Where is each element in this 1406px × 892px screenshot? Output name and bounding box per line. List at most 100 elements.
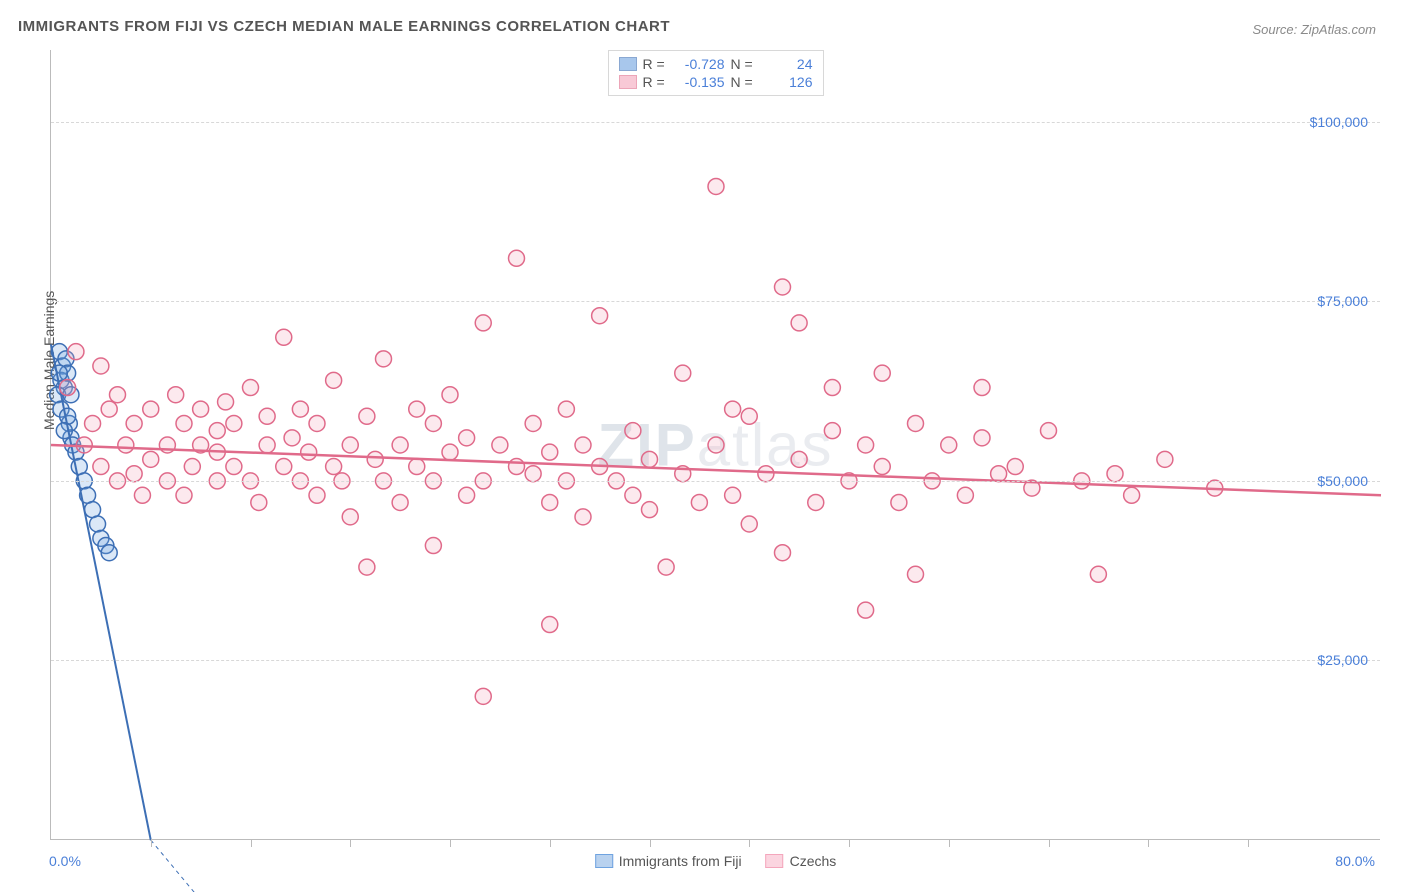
data-point [118,437,134,453]
n-value-fiji: 24 [761,56,813,72]
data-point [259,408,275,424]
data-point [176,487,192,503]
trend-line-extrapolated [151,840,201,892]
data-point [85,415,101,431]
data-point [741,516,757,532]
data-point [542,444,558,460]
data-point [68,344,84,360]
data-point [642,502,658,518]
data-point [542,494,558,510]
data-point [475,315,491,331]
data-point [708,437,724,453]
series-legend: Immigrants from Fiji Czechs [595,853,837,869]
data-point [758,466,774,482]
data-point [376,351,392,367]
data-point [359,559,375,575]
data-point [509,459,525,475]
data-point [675,365,691,381]
data-point [1041,423,1057,439]
gridline [51,122,1380,123]
y-tick-label: $50,000 [1317,473,1368,489]
data-point [425,538,441,554]
data-point [284,430,300,446]
data-point [51,365,67,381]
data-point [143,401,159,417]
data-point [209,423,225,439]
data-point [874,365,890,381]
legend-item-fiji: Immigrants from Fiji [595,853,742,869]
data-point [858,437,874,453]
data-point [276,459,292,475]
data-point [392,494,408,510]
data-point [1124,487,1140,503]
data-point [658,559,674,575]
data-point [542,617,558,633]
data-point [1157,451,1173,467]
data-point [359,408,375,424]
r-value-fiji: -0.728 [673,56,725,72]
data-point [575,437,591,453]
data-point [425,415,441,431]
data-point [791,315,807,331]
x-tick [251,839,252,847]
data-point [891,494,907,510]
data-point [725,487,741,503]
data-point [218,394,234,410]
x-tick [949,839,950,847]
data-point [874,459,890,475]
data-point [1107,466,1123,482]
data-point [974,380,990,396]
y-tick-label: $75,000 [1317,293,1368,309]
data-point [392,437,408,453]
x-min-label: 0.0% [49,853,81,869]
data-point [184,459,200,475]
data-point [708,178,724,194]
data-point [292,401,308,417]
data-point [342,437,358,453]
data-point [625,487,641,503]
legend-item-czech: Czechs [766,853,837,869]
chart-title: IMMIGRANTS FROM FIJI VS CZECH MEDIAN MAL… [18,18,670,35]
data-point [342,509,358,525]
data-point [326,372,342,388]
data-point [858,602,874,618]
data-point [226,415,242,431]
data-point [90,516,106,532]
data-point [642,451,658,467]
data-point [908,415,924,431]
x-tick [1049,839,1050,847]
legend-row-fiji: R = -0.728 N = 24 [619,55,813,73]
legend-label-czech: Czechs [790,853,837,869]
data-point [251,494,267,510]
data-point [134,487,150,503]
swatch-czech-icon [766,854,784,868]
x-tick [350,839,351,847]
data-point [741,408,757,424]
data-point [101,545,117,561]
x-tick [1248,839,1249,847]
x-tick [450,839,451,847]
data-point [808,494,824,510]
data-point [409,459,425,475]
swatch-fiji [619,57,637,71]
x-tick [849,839,850,847]
data-point [475,688,491,704]
data-point [957,487,973,503]
data-point [459,487,475,503]
data-point [991,466,1007,482]
data-point [1090,566,1106,582]
data-point [367,451,383,467]
data-point [525,415,541,431]
data-point [509,250,525,266]
data-point [442,387,458,403]
y-tick-label: $100,000 [1310,114,1368,130]
data-point [791,451,807,467]
y-tick-label: $25,000 [1317,652,1368,668]
data-point [226,459,242,475]
data-point [60,408,76,424]
swatch-czech [619,75,637,89]
gridline [51,301,1380,302]
data-point [309,487,325,503]
data-point [309,415,325,431]
x-tick [151,839,152,847]
